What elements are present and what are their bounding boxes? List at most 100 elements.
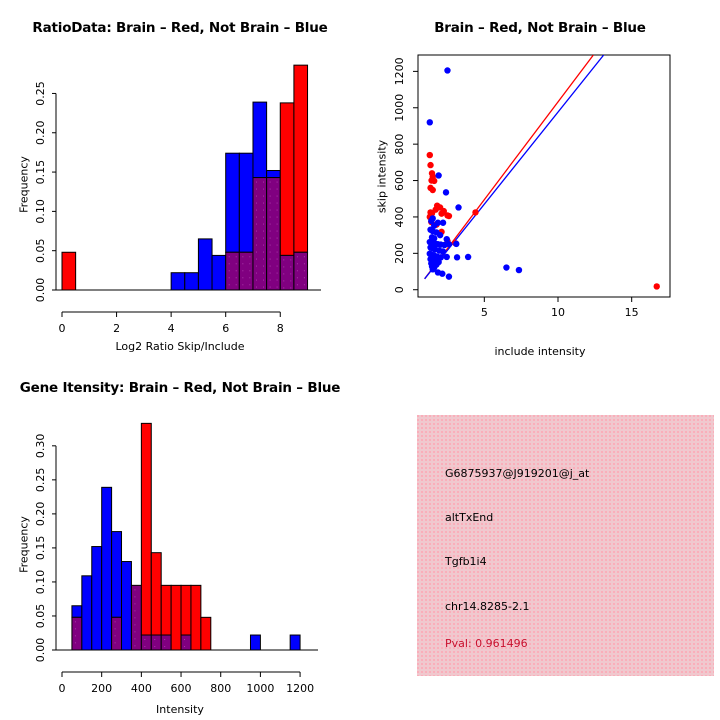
y-tick-label: 0.05: [34, 238, 47, 262]
overlap-speckle: [262, 237, 264, 239]
overlap-speckle: [242, 277, 244, 279]
x-tick-label: 400: [131, 682, 152, 695]
overlap-speckle: [249, 284, 251, 286]
overlap-speckle: [74, 642, 76, 644]
overlap-speckle: [249, 270, 251, 272]
overlap-speckle: [255, 223, 257, 225]
overlap-speckle: [269, 258, 271, 260]
overlap-speckle: [269, 188, 271, 190]
svg-gene-group: 0.00 0.05 0.10 0.15 0.20 0.25 0.30 0 200 400 600 80…: [34, 422, 318, 695]
overlap-speckle: [283, 273, 285, 275]
overlap-speckle: [262, 195, 264, 197]
histogram-bar: [121, 561, 132, 651]
overlap-speckle: [262, 223, 264, 225]
overlap-speckle: [303, 284, 305, 286]
scatter-point: [653, 283, 660, 290]
overlap-speckle: [134, 603, 136, 605]
scatter-point: [427, 161, 434, 169]
overlap-speckle: [262, 216, 264, 218]
overlap-speckle: [228, 277, 230, 279]
scatter-point: [445, 212, 453, 220]
plot-inner: [424, 55, 660, 290]
histogram-bar: [91, 546, 103, 651]
overlap-speckle: [228, 284, 230, 286]
scatter-point: [445, 241, 453, 248]
histogram-bar-overlap: [252, 177, 268, 291]
overlap-speckle: [144, 639, 146, 641]
info-gene-symbol: Tgfb1i4: [445, 555, 487, 568]
overlap-speckle: [303, 256, 305, 258]
histogram-bar: [197, 238, 213, 291]
histogram-bar: [170, 584, 182, 651]
histogram-bar: [81, 575, 93, 651]
scatter-point: [442, 189, 450, 196]
overlap-speckle: [262, 279, 264, 281]
y-tick-label: 0.10: [34, 199, 47, 224]
histogram-bar: [238, 152, 254, 253]
histogram-bar: [170, 272, 186, 291]
overlap-speckle: [235, 277, 237, 279]
y-tick-label: 0.15: [34, 160, 47, 185]
ratio-hist-plot: 0.00 0.05 0.10 0.15 0.20 0.25 0 2 4 6 8: [34, 64, 321, 335]
overlap-speckle: [262, 202, 264, 204]
overlap-speckle: [269, 244, 271, 246]
y-tick-label: 1200: [393, 57, 406, 85]
y-tick-label: 200: [393, 243, 406, 264]
overlap-speckle: [134, 624, 136, 626]
histogram-bar: [293, 64, 309, 253]
histogram-bar: [266, 169, 281, 179]
y-tick-label: 800: [393, 134, 406, 155]
overlap-speckle: [154, 646, 156, 648]
histogram-bar-overlap: [150, 634, 162, 651]
overlap-speckle: [255, 244, 257, 246]
overlap-speckle: [255, 272, 257, 274]
overlap-speckle: [114, 642, 116, 644]
info-event-type: altTxEnd: [445, 511, 494, 524]
histogram-bar-overlap: [225, 251, 240, 291]
histogram-bar-overlap: [140, 634, 152, 651]
scatter-point: [445, 273, 453, 280]
overlap-speckle: [255, 279, 257, 281]
plot-frame: [417, 54, 671, 298]
scatter-point: [429, 186, 436, 194]
panel-intensity-scatter: Brain – Red, Not Brain – Blue skip inten…: [360, 0, 720, 360]
overlap-speckle: [290, 259, 292, 261]
overlap-speckle: [276, 286, 278, 288]
y-tick-label: 600: [393, 170, 406, 191]
histogram-bar: [211, 254, 227, 291]
overlap-speckle: [74, 621, 76, 623]
overlap-speckle: [144, 646, 146, 648]
histogram-bar-overlap: [180, 634, 192, 651]
info-probe-id: G6875937@J919201@j_at: [445, 467, 590, 480]
y-tick-label: 0.00: [34, 278, 47, 303]
overlap-speckle: [255, 188, 257, 190]
info-pvalue: Pval: 0.961496: [445, 637, 528, 650]
overlap-speckle: [276, 195, 278, 197]
overlap-speckle: [262, 251, 264, 253]
scatter-point: [472, 209, 479, 216]
histogram-bar-overlap: [111, 616, 123, 651]
overlap-speckle: [276, 209, 278, 211]
x-tick-label: 4: [168, 322, 175, 335]
overlap-speckle: [269, 230, 271, 232]
overlap-speckle: [276, 230, 278, 232]
histogram-bar: [61, 251, 77, 291]
x-tick-label: 0: [59, 682, 66, 695]
x-tick-label: 800: [210, 682, 231, 695]
x-tick-label: 10: [551, 306, 565, 319]
scatter-point: [435, 172, 442, 179]
histogram-bar-overlap: [71, 616, 83, 651]
x-tick-label: 200: [91, 682, 112, 695]
x-tick-label: 5: [481, 306, 488, 319]
overlap-speckle: [269, 181, 271, 183]
overlap-speckle: [276, 188, 278, 190]
y-tick-label: 0.25: [34, 468, 47, 493]
overlap-speckle: [262, 265, 264, 267]
scatter-title: Brain – Red, Not Brain – Blue: [434, 20, 646, 36]
overlap-speckle: [249, 263, 251, 265]
overlap-speckle: [276, 223, 278, 225]
overlap-speckle: [276, 251, 278, 253]
overlap-speckle: [269, 216, 271, 218]
panel-info: G6875937@J919201@j_at altTxEnd Tgfb1i4 c…: [360, 360, 720, 720]
overlap-speckle: [184, 639, 186, 641]
